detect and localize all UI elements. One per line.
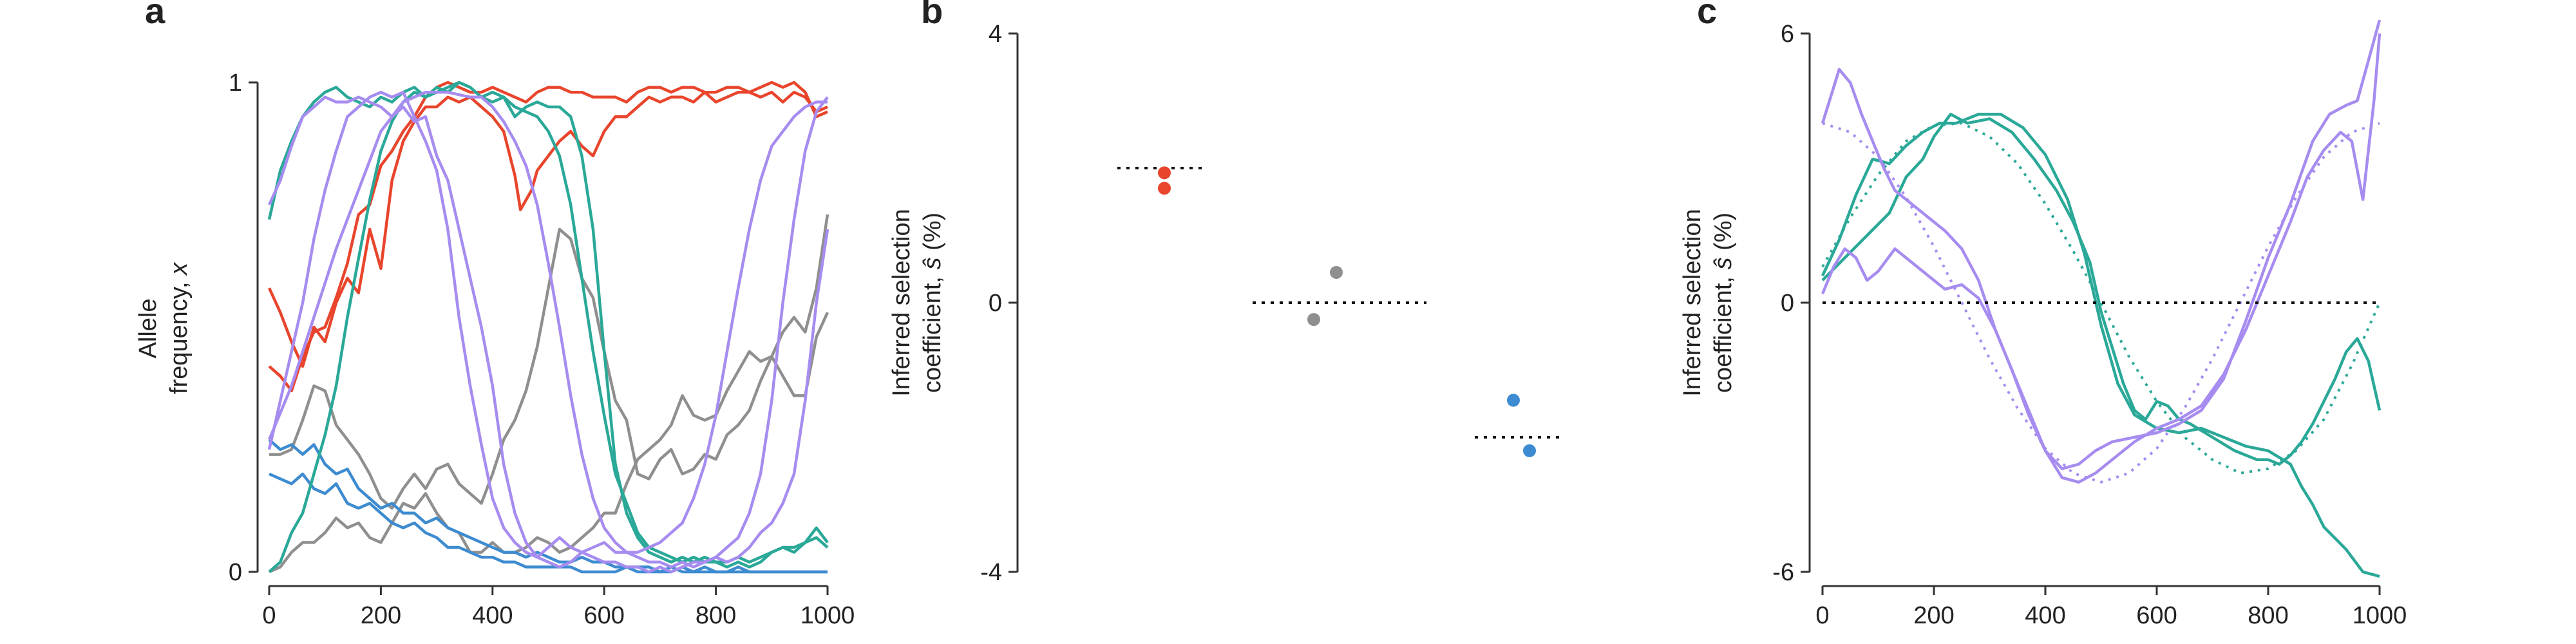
- panel-c-ylabel-var: ŝ: [1710, 258, 1737, 270]
- panel-c-x-tick-label: 400: [2025, 602, 2065, 629]
- panel-c-x-tick-label: 800: [2248, 602, 2288, 629]
- panel-label-a: a: [145, 0, 166, 31]
- panel-b-dot-neutral: [1330, 265, 1343, 279]
- panel-a-x-tick-label: 1000: [800, 602, 855, 629]
- panel-a-x-tick-label: 200: [361, 602, 401, 629]
- panel-b-dot-neutral: [1307, 313, 1320, 327]
- panel-c-x-tick-label: 0: [1815, 602, 1829, 629]
- panel-b-ylabel-line1: Inferred selection: [888, 209, 915, 397]
- panel-c-line-teal-b: [1821, 113, 2380, 578]
- panel-a-line-red-1: [267, 90, 828, 368]
- panel-c-series-group: [1821, 19, 2382, 578]
- panel-a-x-tick-label: 600: [583, 602, 624, 629]
- panel-b-ylabel-unit: (%): [919, 213, 946, 258]
- panel-c-ylabel-unit: (%): [1710, 213, 1737, 258]
- panel-a-line-purple-3: [267, 90, 828, 554]
- panel-c-line-purple-b: [1821, 19, 2382, 471]
- panel-b: -4 0 4 Inferred selection coefficient, ŝ (…: [888, 21, 1565, 586]
- panel-c-line-teal-a: [1821, 113, 2382, 466]
- panel-b-y-tick-label: -4: [980, 559, 1002, 586]
- panel-a-line-gray-2: [269, 312, 829, 574]
- panel-a-line-blue-1: [269, 472, 828, 574]
- panel-b-dot-beneficial: [1158, 166, 1171, 180]
- panel-c-y-tick-label: -6: [1772, 559, 1794, 586]
- panel-c-x-tick-label: 200: [1913, 602, 1954, 629]
- panel-b-ylabel-var: ŝ: [919, 258, 946, 270]
- panel-label-c: c: [1697, 0, 1717, 31]
- panel-b-y-tick-label: 0: [989, 290, 1002, 317]
- panel-b-marks: [1117, 166, 1565, 457]
- panel-c-y-tick-label: 0: [1781, 290, 1794, 317]
- panel-a-line-blue-2: [268, 439, 828, 574]
- panel-b-dot-beneficial: [1158, 182, 1171, 195]
- panel-c: 0 200 400 600 800 1000 -6 0 6 Inferred selection…: [1679, 19, 2407, 629]
- panel-a-line-purple-2: [267, 90, 829, 569]
- panel-a-line-gray-1: [269, 214, 829, 510]
- panel-b-y-tick-label: 4: [989, 21, 1002, 48]
- panel-c-ylabel-line2: coefficient, ŝ (%): [1710, 213, 1737, 393]
- panel-b-dot-deleterious: [1507, 393, 1520, 407]
- panel-c-x-tick-label: 600: [2136, 602, 2177, 629]
- panel-a-ticks: 0 200 400 600 800 1000 0 1: [229, 70, 855, 629]
- panel-b-ylabel-text: coefficient,: [919, 270, 946, 393]
- panel-b-ticks: -4 0 4: [980, 21, 1018, 586]
- panel-c-ticks: 0 200 400 600 800 1000 -6 0 6: [1772, 21, 2407, 629]
- panel-a-x-tick-label: 0: [262, 602, 276, 629]
- panel-a-ylabel-text: frequency,: [166, 275, 193, 394]
- panel-c-x-tick-label: 1000: [2353, 602, 2407, 629]
- panel-b-ylabel-line2: coefficient, ŝ (%): [919, 213, 946, 393]
- panel-a-ylabel-line1: Allele: [135, 299, 162, 359]
- panel-a-series-group: [267, 80, 829, 574]
- panel-c-ylabel-text: coefficient,: [1710, 270, 1737, 393]
- panel-a-line-red-2: [268, 80, 828, 393]
- panel-a-x-tick-label: 400: [472, 602, 513, 629]
- panel-c-line-purple-a: [1821, 33, 2382, 484]
- panel-c-ylabel-line1: Inferred selection: [1679, 209, 1706, 397]
- panel-a-line-purple-1: [267, 95, 829, 574]
- panel-a-y-tick-label: 0: [229, 559, 242, 586]
- panel-b-dot-deleterious: [1523, 444, 1536, 457]
- panel-a: 0 200 400 600 800 1000 0 1 Allele frequency, x: [135, 70, 855, 629]
- panel-c-y-tick-label: 6: [1781, 21, 1794, 48]
- panel-a-ylabel-line2: frequency, x: [166, 261, 193, 394]
- panel-a-ylabel-var: x: [166, 261, 193, 276]
- panel-a-y-tick-label: 1: [229, 70, 242, 97]
- panel-label-b: b: [921, 0, 943, 31]
- panel-a-x-tick-label: 800: [696, 602, 736, 629]
